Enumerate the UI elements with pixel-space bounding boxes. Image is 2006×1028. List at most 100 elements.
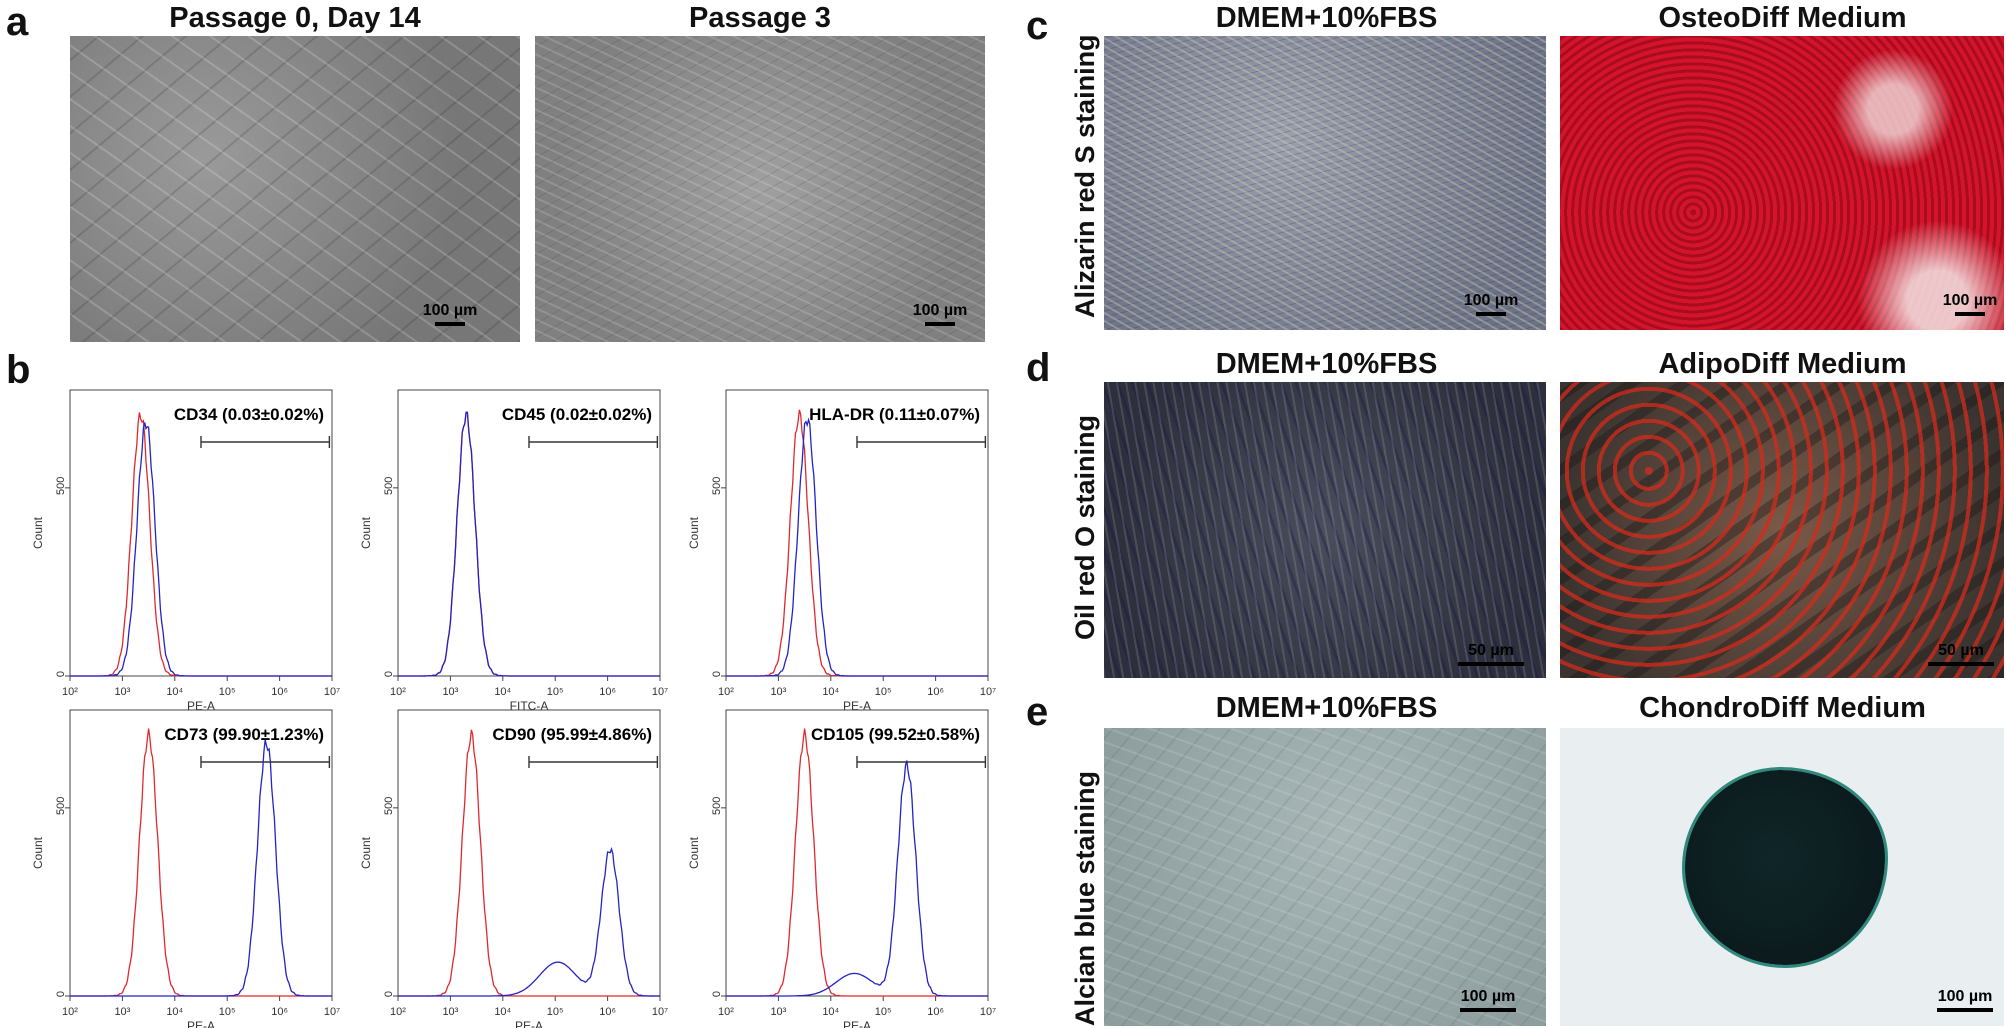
panel-d-title-1: DMEM+10%FBS: [1215, 348, 1438, 380]
alizarin-osteo-image: 100 µm: [1560, 36, 2004, 330]
sample-curve: [726, 760, 988, 997]
y-tick-label: 0: [711, 991, 723, 997]
panel-c-row-label: Alizarin red S staining: [1070, 34, 1100, 318]
y-axis-label: Count: [31, 516, 45, 549]
x-tick-label: 10²: [390, 686, 406, 698]
x-tick-label: 10⁷: [980, 1006, 996, 1018]
oilred-control-image: 50 µm: [1104, 382, 1546, 678]
x-tick-label: 10⁷: [324, 1006, 340, 1018]
control-curve: [726, 409, 988, 677]
scale-bar-d2: 50 µm: [1926, 642, 1996, 666]
panel-e-row-label: Alcian blue staining: [1070, 770, 1100, 1026]
x-axis-label: PE-A: [187, 1019, 215, 1028]
micrograph-passage3: 100 µm: [535, 36, 985, 342]
x-tick-label: 10⁵: [219, 1006, 236, 1018]
y-tick-label: 500: [383, 477, 395, 495]
x-tick-label: 10²: [390, 1006, 406, 1018]
scale-bar-e2: 100 µm: [1932, 988, 1998, 1012]
y-tick-label: 500: [383, 797, 395, 815]
marker-label: CD73 (99.90±1.23%): [164, 725, 324, 744]
marker-label: CD105 (99.52±0.58%): [811, 725, 980, 744]
scale-bar-a1: 100 µm: [420, 302, 480, 326]
x-tick-label: 10²: [62, 1006, 78, 1018]
x-tick-label: 10⁵: [219, 686, 236, 698]
y-axis-label: Count: [31, 836, 45, 869]
histogram-2: 10² 10³ 10⁴ 10⁵ 10⁶ 10⁷ 0 500 PE-A Count HLA-DR (0…: [687, 389, 996, 713]
x-tick-label: 10³: [770, 1006, 786, 1018]
y-tick-label: 0: [55, 671, 67, 677]
marker-label: CD45 (0.02±0.02%): [502, 405, 652, 424]
x-tick-label: 10³: [442, 1006, 458, 1018]
x-tick-label: 10⁶: [927, 686, 944, 698]
panel-a-title-2: Passage 3: [689, 2, 831, 34]
panel-letter-b: b: [6, 348, 31, 392]
alcian-control-image: 100 µm: [1104, 728, 1546, 1026]
scale-text: 100 µm: [1942, 292, 1998, 309]
panel-letter-c: c: [1026, 4, 1049, 48]
scale-bar-e1: 100 µm: [1455, 988, 1521, 1012]
y-tick-label: 0: [55, 991, 67, 997]
y-axis-label: Count: [687, 516, 701, 549]
x-axis-label: PE-A: [843, 1019, 871, 1028]
control-curve: [398, 729, 660, 997]
scale-bar-a2: 100 µm: [910, 302, 970, 326]
alcian-chondro-image: 100 µm: [1560, 728, 2004, 1026]
x-tick-label: 10²: [718, 1006, 734, 1018]
scale-bar-d1: 50 µm: [1456, 642, 1526, 666]
x-tick-label: 10²: [718, 686, 734, 698]
micrograph-passage0: 100 µm: [70, 36, 520, 342]
histogram-0: 10² 10³ 10⁴ 10⁵ 10⁶ 10⁷ 0 500 PE-A Count CD34 (0.0…: [31, 389, 340, 713]
x-tick-label: 10⁵: [547, 1006, 564, 1018]
sample-curve: [726, 417, 988, 677]
x-tick-label: 10⁷: [324, 686, 340, 698]
oilred-adipo-image: 50 µm: [1560, 382, 2004, 678]
x-axis-label: FITC-A: [510, 699, 549, 713]
scale-text: 100 µm: [1463, 292, 1519, 309]
x-tick-label: 10⁴: [494, 686, 511, 698]
plot-frame: [397, 709, 661, 997]
histogram-1: 10² 10³ 10⁴ 10⁵ 10⁶ 10⁷ 0 500 FITC-A Count CD45 (0…: [359, 389, 668, 713]
x-tick-label: 10⁴: [822, 686, 839, 698]
panel-letter-a: a: [6, 0, 29, 44]
scale-bar-c2: 100 µm: [1940, 292, 2000, 316]
scale-text: 50 µm: [1468, 642, 1514, 659]
y-tick-label: 500: [55, 477, 67, 495]
sample-curve: [70, 422, 332, 677]
scale-text: 100 µm: [422, 302, 478, 319]
plot-frame: [725, 709, 989, 997]
histogram-3: 10² 10³ 10⁴ 10⁵ 10⁶ 10⁷ 0 500 PE-A Count CD73 (99.…: [31, 709, 340, 1028]
panel-a-title-1: Passage 0, Day 14: [169, 2, 421, 34]
plot-frame: [397, 389, 661, 677]
x-tick-label: 10⁷: [652, 686, 668, 698]
x-axis-label: PE-A: [187, 699, 215, 713]
x-tick-label: 10⁴: [166, 1006, 183, 1018]
x-tick-label: 10³: [114, 686, 130, 698]
y-tick-label: 0: [383, 671, 395, 677]
y-tick-label: 500: [55, 797, 67, 815]
scale-bar-c1: 100 µm: [1461, 292, 1521, 316]
x-tick-label: 10⁶: [271, 1006, 288, 1018]
panel-e-title-1: DMEM+10%FBS: [1215, 692, 1438, 724]
marker-label: CD90 (95.99±4.86%): [492, 725, 652, 744]
y-tick-label: 500: [711, 797, 723, 815]
x-tick-label: 10³: [114, 1006, 130, 1018]
x-tick-label: 10³: [442, 686, 458, 698]
panel-d-row-label: Oil red O staining: [1070, 414, 1100, 640]
x-tick-label: 10⁵: [875, 686, 892, 698]
panel-c-title-2: OsteoDiff Medium: [1658, 2, 1907, 34]
x-tick-label: 10⁶: [271, 686, 288, 698]
histogram-5: 10² 10³ 10⁴ 10⁵ 10⁶ 10⁷ 0 500 PE-A Count CD105 (99…: [687, 709, 996, 1028]
scale-text: 100 µm: [1460, 988, 1516, 1005]
panel-e-title-2: ChondroDiff Medium: [1639, 692, 1926, 724]
flow-cytometry-grid: 10² 10³ 10⁴ 10⁵ 10⁶ 10⁷ 0 500 PE-A Count CD34 (0.0…: [31, 389, 996, 1028]
control-curve: [70, 412, 332, 677]
x-tick-label: 10²: [62, 686, 78, 698]
x-tick-label: 10⁷: [652, 1006, 668, 1018]
y-axis-label: Count: [359, 516, 373, 549]
control-curve: [726, 728, 988, 997]
x-axis-label: PE-A: [515, 1019, 543, 1028]
x-tick-label: 10⁶: [599, 686, 616, 698]
control-curve: [398, 411, 660, 677]
panel-letter-e: e: [1026, 690, 1049, 734]
x-tick-label: 10⁴: [822, 1006, 839, 1018]
